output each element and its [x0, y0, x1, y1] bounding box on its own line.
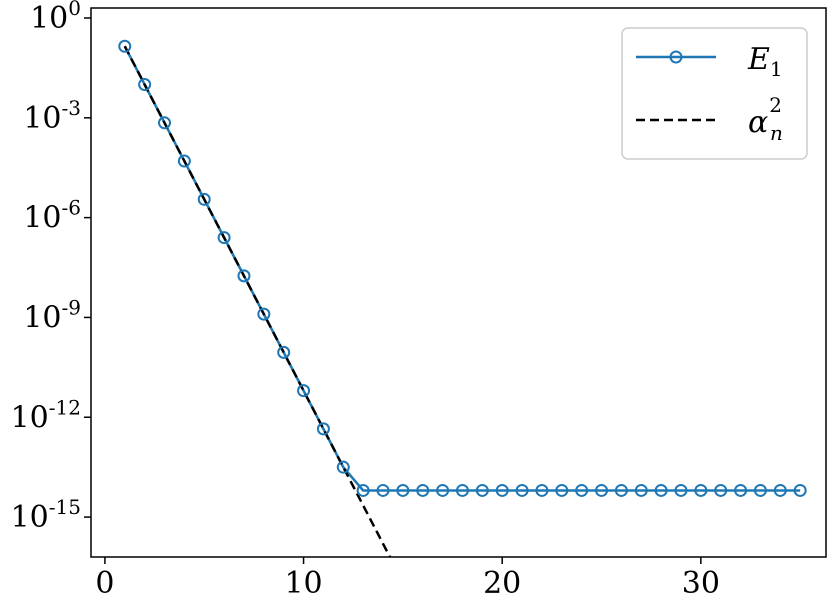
- series-e1-point: [575, 483, 589, 497]
- series-e1-point: [197, 192, 211, 206]
- series-e1-point: [376, 483, 390, 497]
- plot-frame: [90, 7, 827, 558]
- legend: E1 α2 n: [621, 27, 808, 160]
- series-e1-point: [455, 483, 469, 497]
- series-e1-point: [674, 483, 688, 497]
- series-e1-point: [138, 78, 152, 92]
- series-e1-point: [237, 269, 251, 283]
- legend-e1-label: E1: [747, 42, 783, 81]
- series-alpha-dashed-line: [123, 45, 392, 557]
- legend-e1-marker-sample: [669, 50, 683, 64]
- series-e1-point: [654, 483, 668, 497]
- series-e1-point: [436, 483, 450, 497]
- series-e1-point: [177, 154, 191, 168]
- series-e1-point: [753, 483, 767, 497]
- series-e1-point: [297, 384, 311, 398]
- series-e1-point: [416, 483, 430, 497]
- x-tick-label: 30: [682, 566, 720, 601]
- x-tick-label: 10: [284, 566, 322, 601]
- y-tick-label: 100: [30, 0, 81, 36]
- series-e1-point: [535, 483, 549, 497]
- series-e1-point: [217, 231, 231, 245]
- series-e1-point: [555, 483, 569, 497]
- series-e1-point: [257, 307, 271, 321]
- series-e1-point: [734, 483, 748, 497]
- series-e1-point: [595, 483, 609, 497]
- x-tick-label: 0: [95, 566, 114, 601]
- series-e1-point: [396, 483, 410, 497]
- y-tick-label: 10-15: [11, 495, 81, 535]
- series-e1-point: [515, 483, 529, 497]
- series-e1-point: [614, 483, 628, 497]
- series-e1-point: [475, 483, 489, 497]
- y-tick-label: 10-12: [11, 395, 81, 435]
- y-tick-label: 10-9: [23, 295, 81, 335]
- series-e1-point: [773, 483, 787, 497]
- y-tick-label: 10-3: [23, 96, 81, 136]
- legend-box: [621, 27, 808, 160]
- y-tick-label: 10-6: [23, 196, 81, 236]
- legend-alpha-label: α2 n: [748, 93, 783, 145]
- series-e1-point: [634, 483, 648, 497]
- series-e1-point: [793, 483, 807, 497]
- series-e1-point: [356, 483, 370, 497]
- series-e1-point: [495, 483, 509, 497]
- axis-ticks: 0 10 20 30 100 10-3 10-6 10-9 10-12 10-15: [11, 0, 720, 601]
- series-e1-point: [118, 39, 132, 53]
- series-e1-point: [316, 422, 330, 436]
- series-e1-point: [277, 345, 291, 359]
- series-e1-point: [336, 460, 350, 474]
- x-tick-label: 20: [483, 566, 521, 601]
- series-e1-point: [714, 483, 728, 497]
- series-layer: [118, 39, 807, 557]
- series-e1-point: [158, 116, 171, 130]
- series-e1-point: [694, 483, 708, 497]
